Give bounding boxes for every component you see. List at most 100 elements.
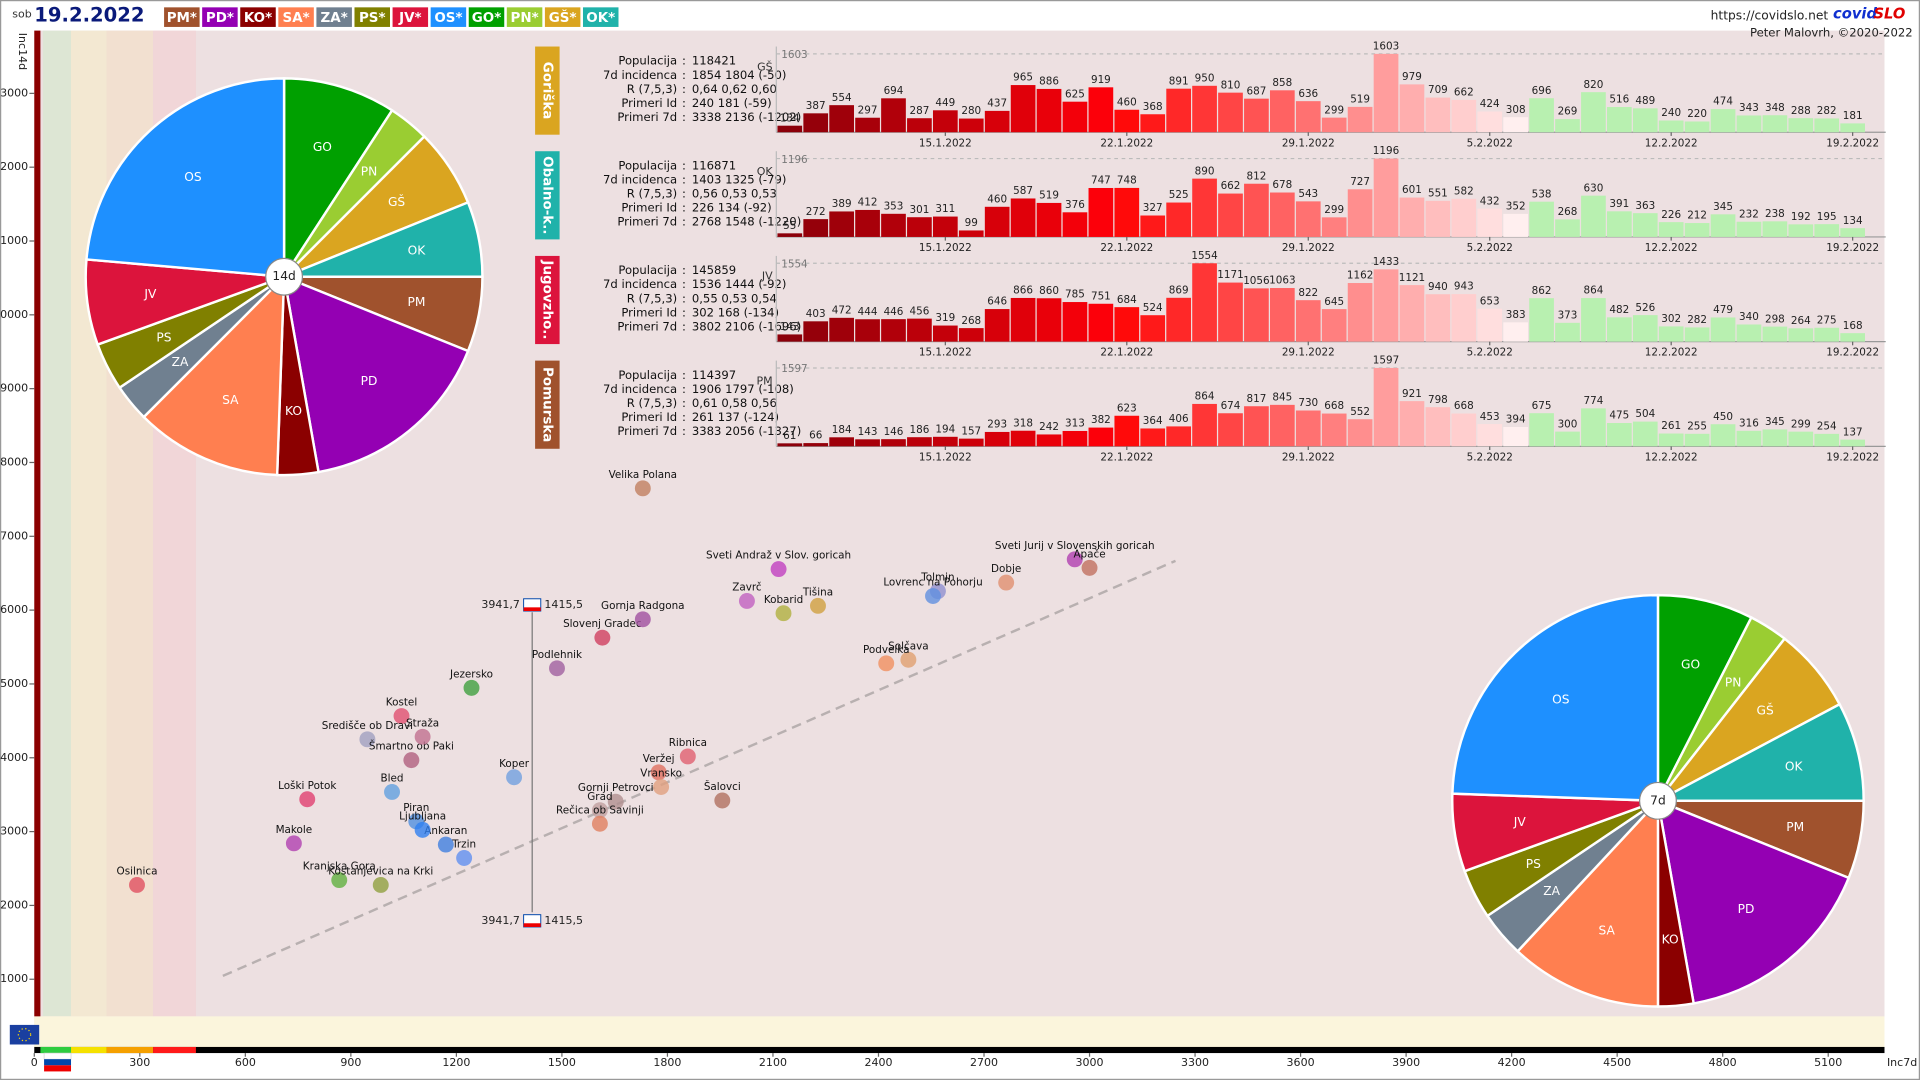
point-label: Šmartno ob Paki (369, 740, 454, 753)
bar-value-label: 453 (1480, 411, 1500, 423)
point (679, 748, 696, 765)
bar (1192, 403, 1217, 447)
stat-label: Primeri 7d (617, 424, 677, 438)
zone-yellow (71, 30, 107, 1017)
point (900, 651, 917, 668)
bar (855, 319, 880, 342)
bar (1503, 213, 1528, 237)
bar-value-label: 678 (1272, 179, 1292, 191)
y-tick-label: 9000 (0, 382, 28, 395)
stat-label: Primeri Id (621, 201, 677, 215)
x-tick-label: 3900 (1392, 1056, 1420, 1069)
point (770, 561, 787, 578)
stat-value: 302 168 (-134) (692, 305, 779, 319)
credit: Peter Malovrh, ©2020-2022 (1750, 26, 1913, 40)
point (331, 872, 348, 889)
bar-value-label: 479 (1713, 304, 1733, 316)
point (998, 574, 1015, 591)
x-tick-label: 5.2.2022 (1467, 242, 1513, 254)
bar (1632, 213, 1658, 237)
pie-label: KO (285, 404, 302, 418)
bar-value-label: 280 (961, 105, 981, 117)
region-title: Obalno-k.. (539, 156, 554, 234)
x-tick-label: 5100 (1814, 1056, 1842, 1069)
bar (1192, 263, 1217, 342)
stat-separator: : (682, 54, 686, 68)
x-tick-label: 15.1.2022 (919, 137, 972, 149)
tag-label: PD* (206, 11, 234, 26)
bar-value-label: 254 (1817, 421, 1837, 433)
bottom-band (34, 1016, 1885, 1050)
bar-value-label: 860 (1039, 285, 1059, 297)
bar-value-label: 313 (1065, 418, 1085, 430)
stat-label: Primeri Id (621, 96, 677, 110)
tag-box (354, 7, 390, 27)
bar (1503, 322, 1528, 342)
bar (984, 206, 1010, 237)
stat-value: 0,56 0,53 0,53 (692, 187, 777, 201)
x-tick-label: 0 (31, 1056, 38, 1069)
reference-flag-red-top (523, 607, 541, 612)
bar-value-label: 582 (1454, 185, 1474, 197)
bar-value-label: 299 (1324, 104, 1344, 116)
point-label: Grad (587, 791, 612, 803)
stat-value: 3338 2136 (-1202) (692, 110, 801, 124)
bar (907, 318, 932, 342)
tag-box (164, 7, 200, 27)
point (549, 660, 565, 677)
bar-value-label: 662 (1221, 180, 1241, 192)
bar (984, 110, 1010, 133)
tag-box (544, 7, 581, 27)
bar-value-label: 446 (884, 306, 904, 318)
bar (1114, 109, 1140, 133)
bar (1684, 121, 1710, 133)
bar-value-label: 412 (858, 197, 878, 209)
stat-value: 0,64 0,62 0,60 (692, 82, 777, 96)
bar (1788, 224, 1814, 237)
bar-value-label: 403 (806, 308, 826, 320)
y-tick-label: 12000 (0, 160, 28, 173)
point-label: Ribnica (669, 737, 707, 749)
bar (1399, 285, 1425, 342)
bar-value-label: 623 (1117, 402, 1137, 414)
pie-label: JV (143, 287, 157, 301)
bar-value-label: 389 (832, 198, 852, 210)
stat-separator: : (682, 382, 686, 396)
eu-flag (9, 1024, 40, 1045)
bar (1088, 303, 1114, 342)
bar (1114, 187, 1140, 237)
bar (777, 125, 803, 133)
y-tick-label: 6000 (0, 603, 28, 616)
point (359, 731, 376, 748)
x-tick-label: 19.2.2022 (1826, 451, 1879, 463)
bar (1606, 107, 1632, 133)
stat-label: R (7,5,3) (627, 187, 677, 201)
stat-separator: : (682, 368, 686, 382)
stat-value: 3802 2106 (-1696) (692, 319, 801, 333)
bar (881, 98, 906, 133)
bar-value-label: 220 (1687, 108, 1707, 120)
bar (1244, 183, 1269, 237)
point (925, 588, 941, 604)
bar-value-label: 287 (909, 105, 929, 117)
stat-value: 114397 (692, 368, 736, 382)
pie-slice (1451, 593, 1660, 803)
bar-value-label: 232 (1739, 208, 1759, 220)
bar (1062, 430, 1088, 447)
bar-value-label: 318 (1013, 417, 1033, 429)
point-label: Slovenj Gradec (563, 618, 642, 630)
bar-value-label: 240 (1661, 107, 1681, 119)
point (607, 793, 624, 810)
bar-value-label: 456 (909, 305, 929, 317)
eu-stars (17, 1027, 32, 1042)
x-tick-label: 1200 (442, 1056, 470, 1069)
bar-value-label: 282 (1817, 105, 1837, 117)
bar (1114, 415, 1140, 447)
reference-y-label: 3941,7 (481, 598, 520, 611)
bar (1269, 288, 1295, 342)
stat-value: 1536 1444 (-92) (692, 277, 787, 291)
bar-value-label: 862 (1532, 285, 1552, 297)
bar-value-label: 587 (1013, 185, 1033, 197)
bar (1321, 309, 1347, 342)
